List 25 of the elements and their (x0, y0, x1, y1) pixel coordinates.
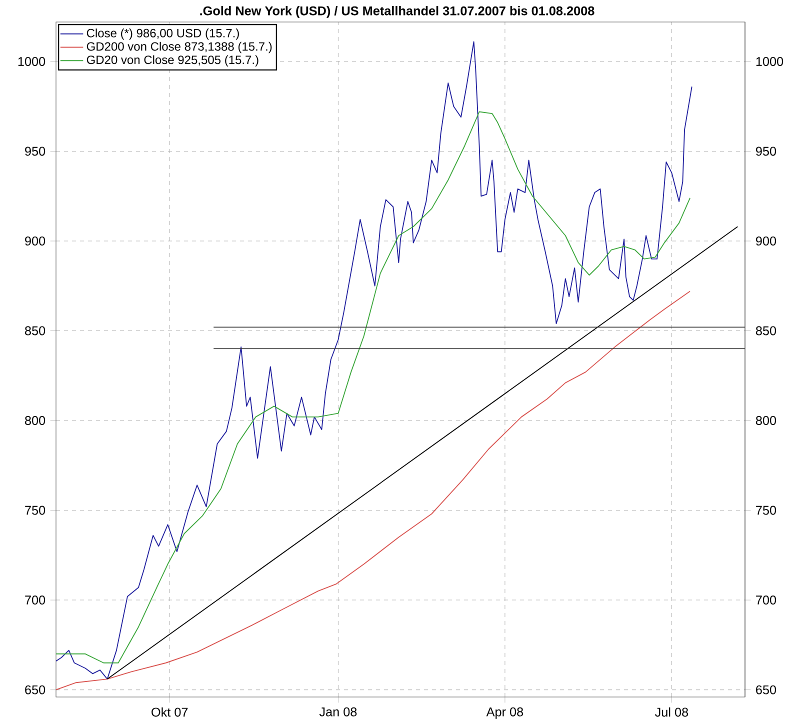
legend-label: GD200 von Close 873,1388 (15.7.) (86, 42, 272, 54)
y2-tick-label: 900 (25, 236, 46, 246)
chart-title: .Gold New York (USD) / US Metallhandel 31.07.2007 bis 01.08.2008 (200, 6, 594, 18)
y2-tick-label: 700 (25, 596, 46, 605)
line-series (56, 290, 690, 690)
y2-tick-label: 850 (25, 326, 46, 336)
x-tick-label: Apr 08 (486, 707, 524, 719)
y-tick-label: 900 (756, 236, 776, 246)
legend-label: GD20 von Close 925,505 (15.7.) (86, 55, 258, 66)
y2-tick-label: 950 (25, 146, 46, 156)
y2-tick-label: 1000 (18, 57, 46, 66)
y2-tick-label: 650 (25, 685, 46, 694)
y-tick-label: 750 (756, 506, 776, 515)
y-tick-label: 950 (756, 146, 776, 156)
y-tick-label: 1000 (756, 56, 784, 66)
y-tick-label: 650 (756, 685, 776, 694)
y-tick-label: 800 (756, 416, 776, 426)
x-tick-label: Jan 08 (319, 707, 357, 716)
y-tick-label: 850 (756, 326, 776, 336)
y2-tick-label: 750 (25, 506, 46, 515)
x-tick-label: Jul 08 (654, 707, 688, 717)
y-tick-label: 700 (756, 596, 776, 605)
x-tick-label: Okt 07 (152, 707, 188, 717)
legend-label: Close (*) 986,00 USD (15.7.) (86, 28, 239, 40)
y2-tick-label: 800 (25, 416, 46, 426)
